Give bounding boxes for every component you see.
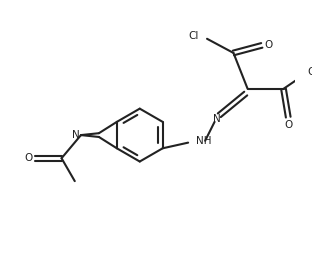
Text: N: N	[212, 114, 220, 124]
Text: O: O	[284, 120, 292, 130]
Text: O: O	[308, 67, 312, 77]
Text: NH: NH	[196, 136, 211, 146]
Text: Cl: Cl	[189, 31, 199, 41]
Text: O: O	[24, 153, 33, 163]
Text: O: O	[264, 40, 272, 51]
Text: N: N	[72, 130, 80, 140]
